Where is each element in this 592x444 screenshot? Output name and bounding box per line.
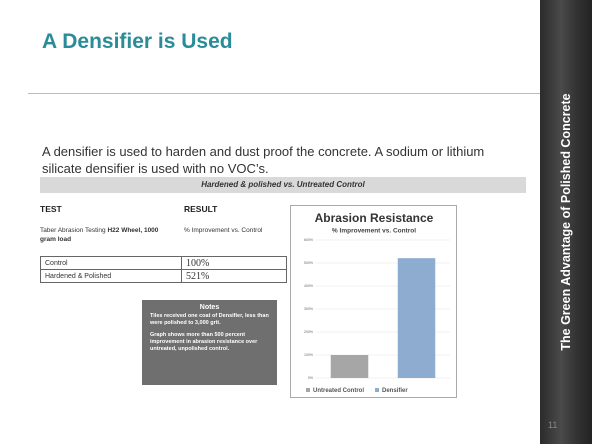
sidebar-title: The Green Advantage of Polished Concrete [559,93,573,350]
bar [398,258,436,378]
cell: 521% [182,270,287,283]
note: Tiles received one coat of Densifier, le… [150,313,269,327]
slide-title: A Densifier is Used [42,30,233,54]
column-header: RESULT [184,204,217,214]
legend-swatch [306,388,310,392]
row: Control 100% [41,257,287,270]
bar [331,355,369,378]
cell: Control [41,257,182,270]
body-text: A densifier is used to harden and dust p… [42,143,522,177]
y-tick-label: 600% [304,238,313,242]
legend-label: Densifier [382,388,408,394]
notes-title: Notes [150,304,269,311]
legend-swatch [375,388,379,392]
legend-label: Untreated Control [313,388,364,394]
column-header: TEST [40,204,62,214]
slide: The Green Advantage of Polished Concrete… [0,0,592,444]
y-tick-label: 100% [304,353,313,357]
y-tick-label: 500% [304,261,313,265]
result-description: % Improvement vs. Control [184,226,262,235]
chart-subtitle: % Improvement vs. Control [332,228,416,235]
row: Hardened & Polished 521% [41,270,287,283]
notes-box: Notes Tiles received one coat of Densifi… [142,300,277,385]
results-table: Control 100% Hardened & Polished 521% [40,256,287,283]
test-description: Taber Abrasion Testing H22 Wheel, 1000 g… [40,226,175,244]
y-tick-label: 200% [304,330,313,334]
y-tick-label: 300% [304,307,313,311]
cell: Hardened & Polished [41,270,182,283]
chart-title: Abrasion Resistance [315,211,434,225]
y-tick-label: 400% [304,284,313,288]
note: Graph shows more than 500 percent improv… [150,332,269,353]
cell: 100% [182,257,287,270]
y-tick-label: 0% [308,376,313,380]
chart: Abrasion Resistance % Improvement vs. Co… [290,205,458,399]
divider [28,93,540,94]
page-number: 11 [548,420,557,430]
table-banner: Hardened & polished vs. Untreated Contro… [40,177,526,193]
text: Taber Abrasion Testing [40,227,106,234]
